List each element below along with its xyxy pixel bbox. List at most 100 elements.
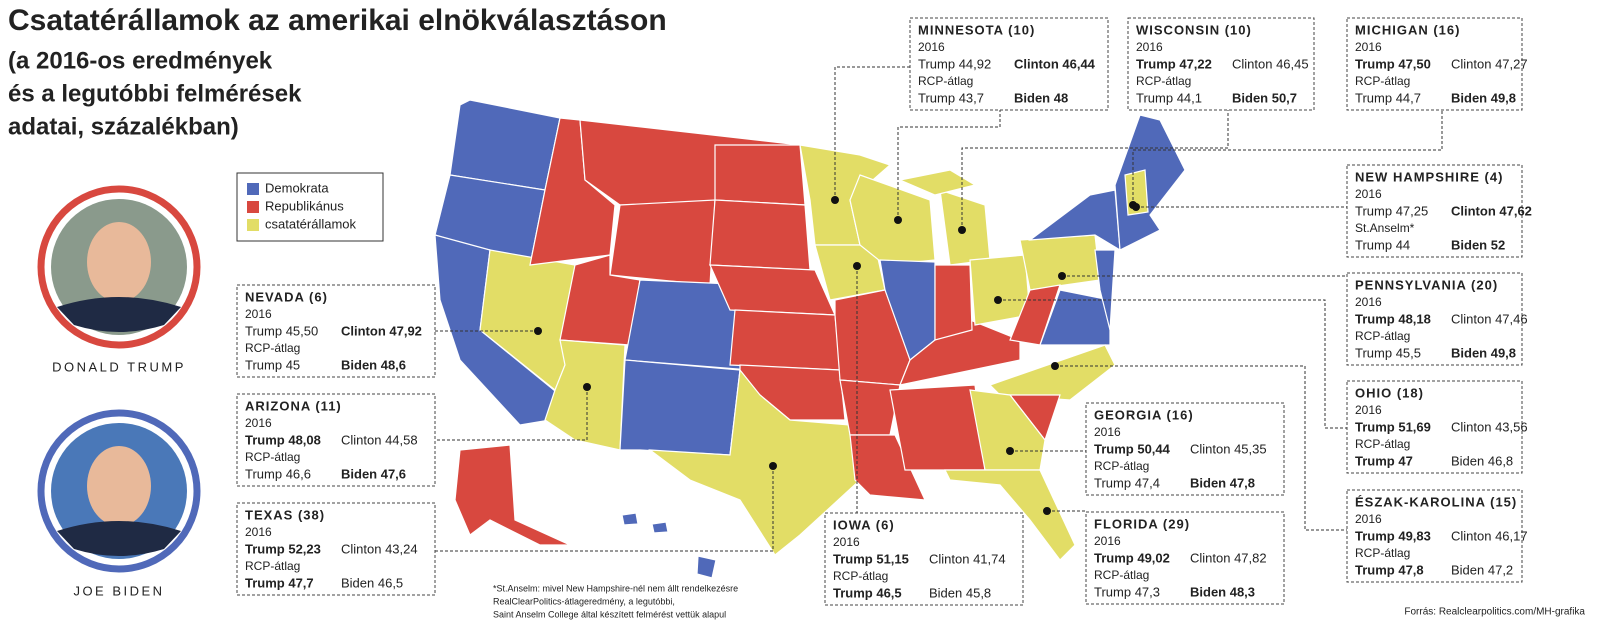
poll-result: Biden 48,6 (341, 357, 406, 372)
footnote: RealClearPolitics-átlageredmény, a legut… (493, 596, 675, 606)
state (969, 389, 1046, 471)
year-label: 2016 (1355, 187, 1382, 201)
year-label: 2016 (1355, 295, 1382, 309)
poll-result: Trump 47,7 (245, 575, 314, 590)
state-dot (769, 462, 777, 470)
portrait-suit (57, 297, 181, 332)
portrait-name: JOE BIDEN (73, 583, 164, 598)
legend-label: Demokrata (265, 180, 329, 195)
poll-result: Trump 44 (1355, 237, 1410, 252)
state-name: FLORIDA (29) (1094, 516, 1190, 531)
state-box (1346, 17, 1523, 111)
state (696, 555, 717, 579)
state (849, 434, 926, 501)
state (1094, 249, 1116, 331)
result-2016: Trump 52,23 (245, 541, 321, 556)
state-box (1346, 489, 1523, 583)
year-label: 2016 (833, 535, 860, 549)
subtitle-line: (a 2016-os eredmények (8, 47, 273, 74)
result-2016: Clinton 43,56 (1451, 419, 1528, 434)
state (709, 264, 836, 316)
legend-swatch (247, 219, 259, 231)
legend-label: csatatérállamok (265, 216, 357, 231)
poll-result: Trump 47,3 (1094, 584, 1160, 599)
result-2016: Clinton 45,35 (1190, 441, 1267, 456)
state-box (1346, 380, 1523, 474)
year-label: 2016 (1136, 40, 1163, 54)
state-dot (1058, 272, 1066, 280)
state (648, 368, 861, 556)
state-dot (1043, 507, 1051, 515)
result-2016: Clinton 47,62 (1451, 203, 1532, 218)
year-label: 2016 (1355, 512, 1382, 526)
poll-result: Trump 45,5 (1355, 345, 1421, 360)
result-2016: Clinton 47,92 (341, 323, 422, 338)
state (544, 339, 626, 451)
year-label: 2016 (918, 40, 945, 54)
poll-result: Trump 47 (1355, 453, 1413, 468)
connector (1055, 365, 1347, 531)
connectors (435, 66, 1443, 552)
state (889, 384, 986, 471)
result-2016: Trump 47,25 (1355, 203, 1428, 218)
poll-source: RCP-átlag (245, 450, 300, 464)
poll-result: Biden 48 (1014, 90, 1068, 105)
poll-result: Biden 47,2 (1451, 562, 1513, 577)
state-box (1085, 511, 1285, 605)
state (609, 199, 716, 286)
state-name: PENNSYLVANIA (20) (1355, 277, 1498, 292)
poll-result: Trump 45 (245, 357, 300, 372)
state (449, 99, 561, 191)
result-2016: Trump 49,83 (1355, 528, 1431, 543)
legend-swatch (247, 183, 259, 195)
state-box (236, 502, 436, 596)
state-box (1346, 164, 1523, 258)
state (897, 169, 977, 196)
state (839, 379, 901, 436)
result-2016: Clinton 46,44 (1014, 56, 1096, 71)
state-name: WISCONSIN (10) (1136, 22, 1252, 37)
state-box (1127, 17, 1315, 111)
state (1019, 234, 1101, 291)
poll-source: RCP-átlag (1355, 74, 1410, 88)
poll-source: RCP-átlag (1355, 546, 1410, 560)
poll-result: Trump 47,4 (1094, 475, 1160, 490)
year-label: 2016 (1094, 425, 1121, 439)
connector (1132, 110, 1443, 205)
year-label: 2016 (1094, 534, 1121, 548)
result-2016: Trump 48,18 (1355, 311, 1431, 326)
footnote: Saint Anselm College által készített fel… (493, 609, 726, 619)
state-name: OHIO (18) (1355, 385, 1424, 400)
legend-swatch (247, 201, 259, 213)
year-label: 2016 (245, 416, 272, 430)
state-name: MICHIGAN (16) (1355, 22, 1460, 37)
year-label: 2016 (245, 307, 272, 321)
state-box (1346, 272, 1523, 366)
poll-result: Trump 47,8 (1355, 562, 1424, 577)
poll-result: Biden 49,8 (1451, 90, 1516, 105)
poll-source: RCP-átlag (1094, 459, 1149, 473)
legend: Demokrata Republikánus csatatérállamok (236, 172, 384, 242)
state (714, 144, 806, 206)
result-2016: Clinton 41,74 (929, 551, 1006, 566)
result-2016: Clinton 46,45 (1232, 56, 1309, 71)
state-dot (534, 327, 542, 335)
state-dot (894, 216, 902, 224)
connector (961, 110, 1229, 230)
connector (435, 466, 774, 552)
poll-result: Biden 52 (1451, 237, 1505, 252)
poll-result: Biden 49,8 (1451, 345, 1516, 360)
portrait-face (87, 222, 151, 302)
poll-source: RCP-átlag (918, 74, 973, 88)
state-name: TEXAS (38) (245, 507, 325, 522)
title: Csatatérállamok az amerikai elnökválaszt… (8, 4, 667, 37)
result-2016: Trump 45,50 (245, 323, 318, 338)
state (621, 512, 639, 526)
poll-source: St.Anselm* (1355, 221, 1415, 235)
state-dot (958, 226, 966, 234)
state-name: GEORGIA (16) (1094, 407, 1194, 422)
poll-result: Biden 47,8 (1190, 475, 1255, 490)
state-dot (1006, 447, 1014, 455)
result-2016: Trump 51,15 (833, 551, 909, 566)
